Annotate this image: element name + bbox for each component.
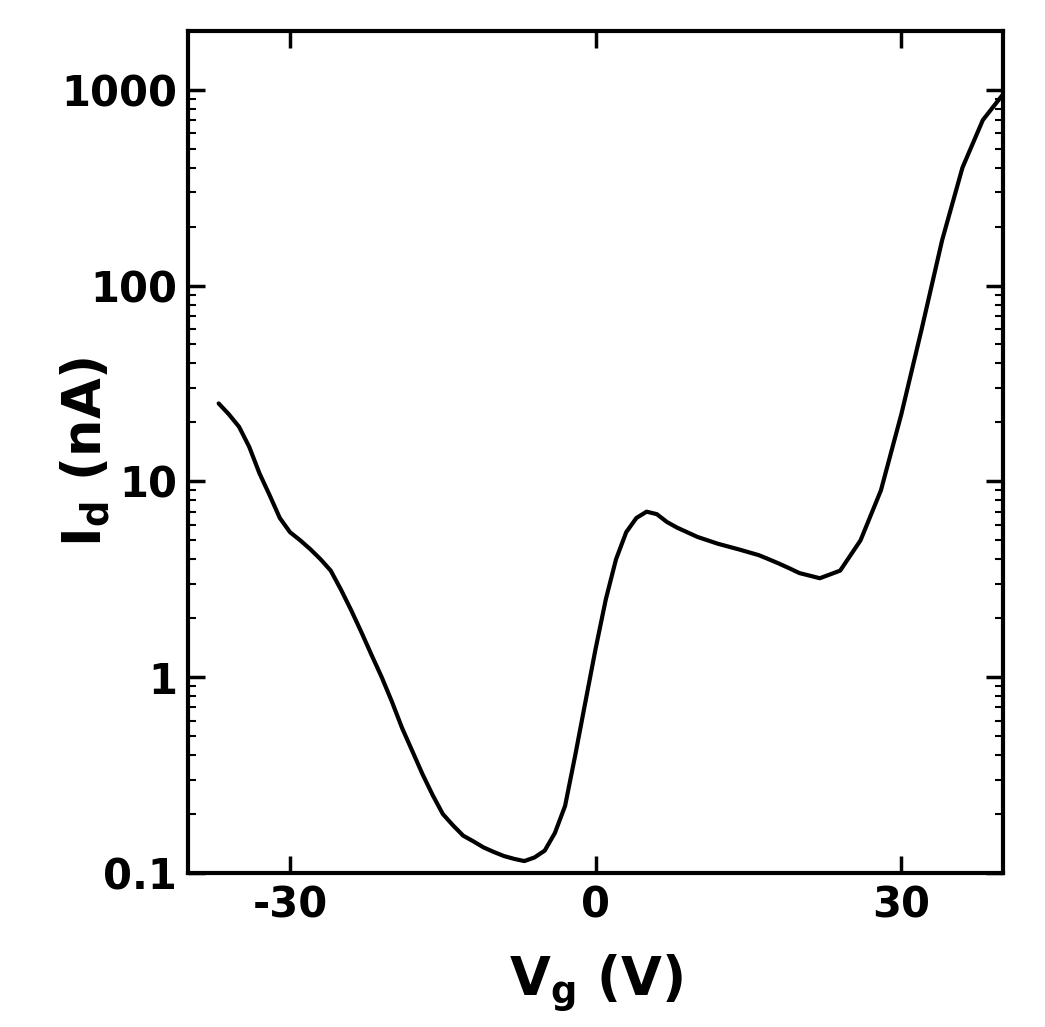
Text: $\mathbf{V_g}$ $\mathbf{(V)}$: $\mathbf{V_g}$ $\mathbf{(V)}$ bbox=[509, 953, 682, 1015]
Text: $\mathbf{I_d}$ $\mathbf{(nA)}$: $\mathbf{I_d}$ $\mathbf{(nA)}$ bbox=[60, 356, 113, 547]
